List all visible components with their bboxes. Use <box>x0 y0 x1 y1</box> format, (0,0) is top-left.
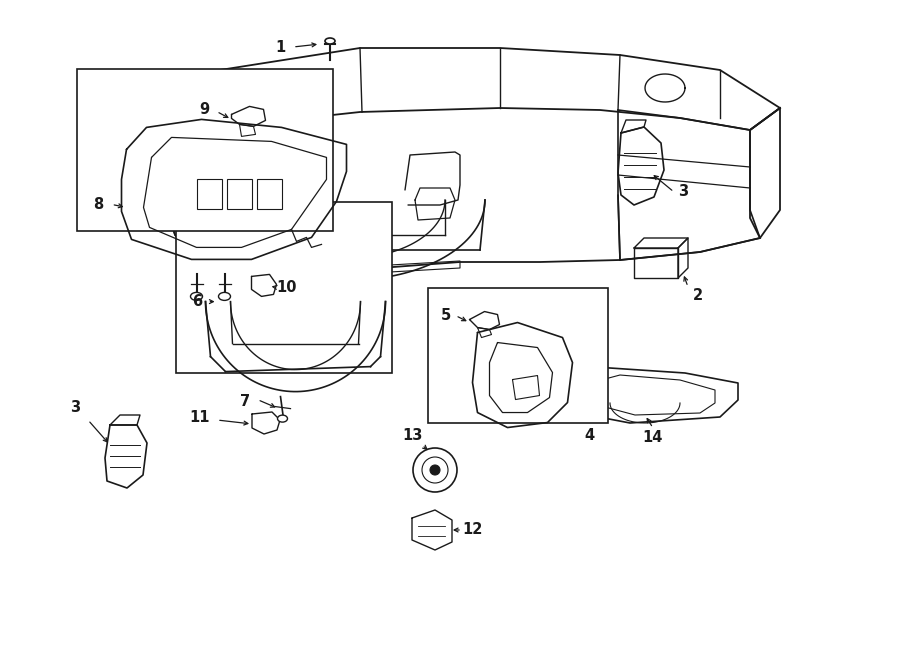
Bar <box>256 179 282 210</box>
Text: 4: 4 <box>584 428 595 443</box>
Ellipse shape <box>191 292 202 300</box>
Ellipse shape <box>219 292 230 300</box>
Ellipse shape <box>325 38 335 44</box>
Bar <box>428 288 608 423</box>
Text: 13: 13 <box>401 428 422 442</box>
Circle shape <box>413 448 457 492</box>
Text: 6: 6 <box>193 294 202 309</box>
Text: 2: 2 <box>693 288 703 303</box>
Text: 5: 5 <box>440 308 451 323</box>
Bar <box>196 179 221 210</box>
Text: 10: 10 <box>276 280 297 295</box>
Text: 9: 9 <box>200 102 210 117</box>
Bar <box>227 179 251 210</box>
Text: 7: 7 <box>240 394 250 409</box>
Text: 14: 14 <box>643 430 663 446</box>
Text: 12: 12 <box>463 522 483 537</box>
Text: 1: 1 <box>274 40 285 54</box>
Text: 11: 11 <box>190 410 211 426</box>
Text: 3: 3 <box>678 184 688 200</box>
Bar <box>76 69 333 231</box>
Circle shape <box>422 457 448 483</box>
Circle shape <box>430 465 440 475</box>
Text: 8: 8 <box>94 197 104 212</box>
Text: 3: 3 <box>70 401 80 416</box>
Bar <box>176 202 392 373</box>
Ellipse shape <box>277 415 287 422</box>
